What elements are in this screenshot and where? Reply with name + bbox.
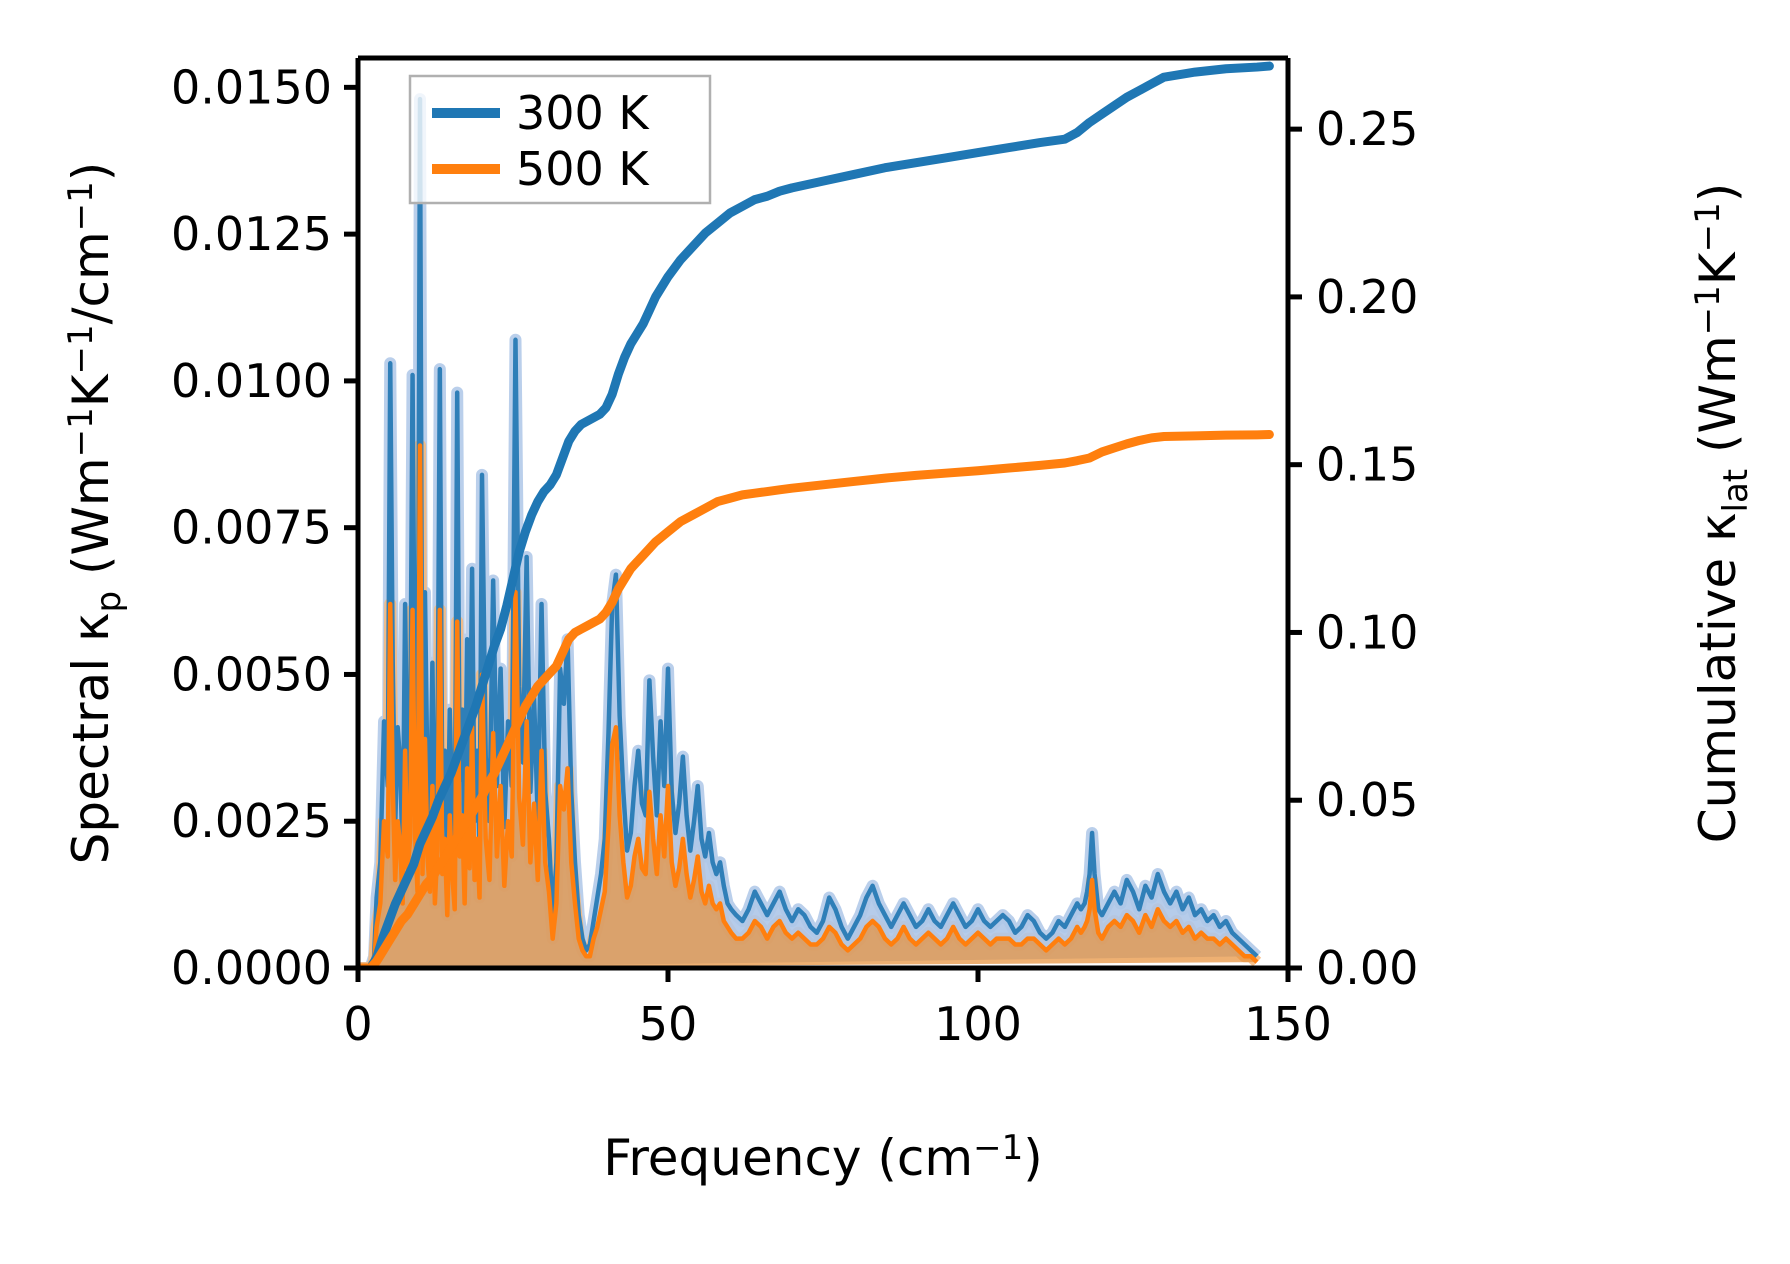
x-axis-label: Frequency (cm−1) — [603, 1128, 1043, 1187]
cumulative-line-300k — [358, 61, 1274, 968]
plot-area — [358, 61, 1274, 968]
tick-marks — [344, 84, 1302, 982]
legend-label-300k: 300 K — [516, 86, 650, 140]
y-tick-label-right: 0.25 — [1316, 102, 1418, 156]
legend[interactable]: 300 K 500 K — [408, 74, 712, 205]
x-tick-label: 100 — [934, 997, 1022, 1051]
y-axis-right-label: Cumulative κlat (Wm−1K−1) — [1688, 183, 1756, 843]
y-tick-label-left: 0.0150 — [171, 60, 332, 114]
cumulative-line-500k — [358, 429, 1274, 968]
y-tick-label-right: 0.10 — [1316, 605, 1418, 659]
y-tick-label-right: 0.00 — [1316, 941, 1418, 995]
spectrum-line-500k — [358, 443, 1259, 968]
y-tick-label-left: 0.0100 — [171, 354, 332, 408]
legend-label-500k: 500 K — [516, 142, 650, 196]
x-tick-label: 0 — [343, 997, 372, 1051]
y-axis-left-label: Spectral κp (Wm−1K−1/cm−1) — [61, 162, 129, 865]
y-tick-label-left: 0.0075 — [171, 501, 332, 555]
legend-box — [408, 74, 712, 205]
y-tick-label-right: 0.05 — [1316, 773, 1418, 827]
tick-labels: 0 50 100 150 0.0000 0.0025 0.0050 0.0075 0.0100 0… — [171, 60, 1418, 1051]
y-tick-label-left: 0.0050 — [171, 647, 332, 701]
y-tick-label-left: 0.0125 — [171, 207, 332, 261]
y-tick-label-right: 0.20 — [1316, 270, 1418, 324]
y-tick-label-left: 0.0025 — [171, 794, 332, 848]
x-tick-label: 150 — [1244, 997, 1332, 1051]
axes-spines — [355, 55, 1291, 971]
x-tick-label: 50 — [639, 997, 698, 1051]
y-tick-label-left: 0.0000 — [171, 941, 332, 995]
y-tick-label-right: 0.15 — [1316, 438, 1418, 492]
